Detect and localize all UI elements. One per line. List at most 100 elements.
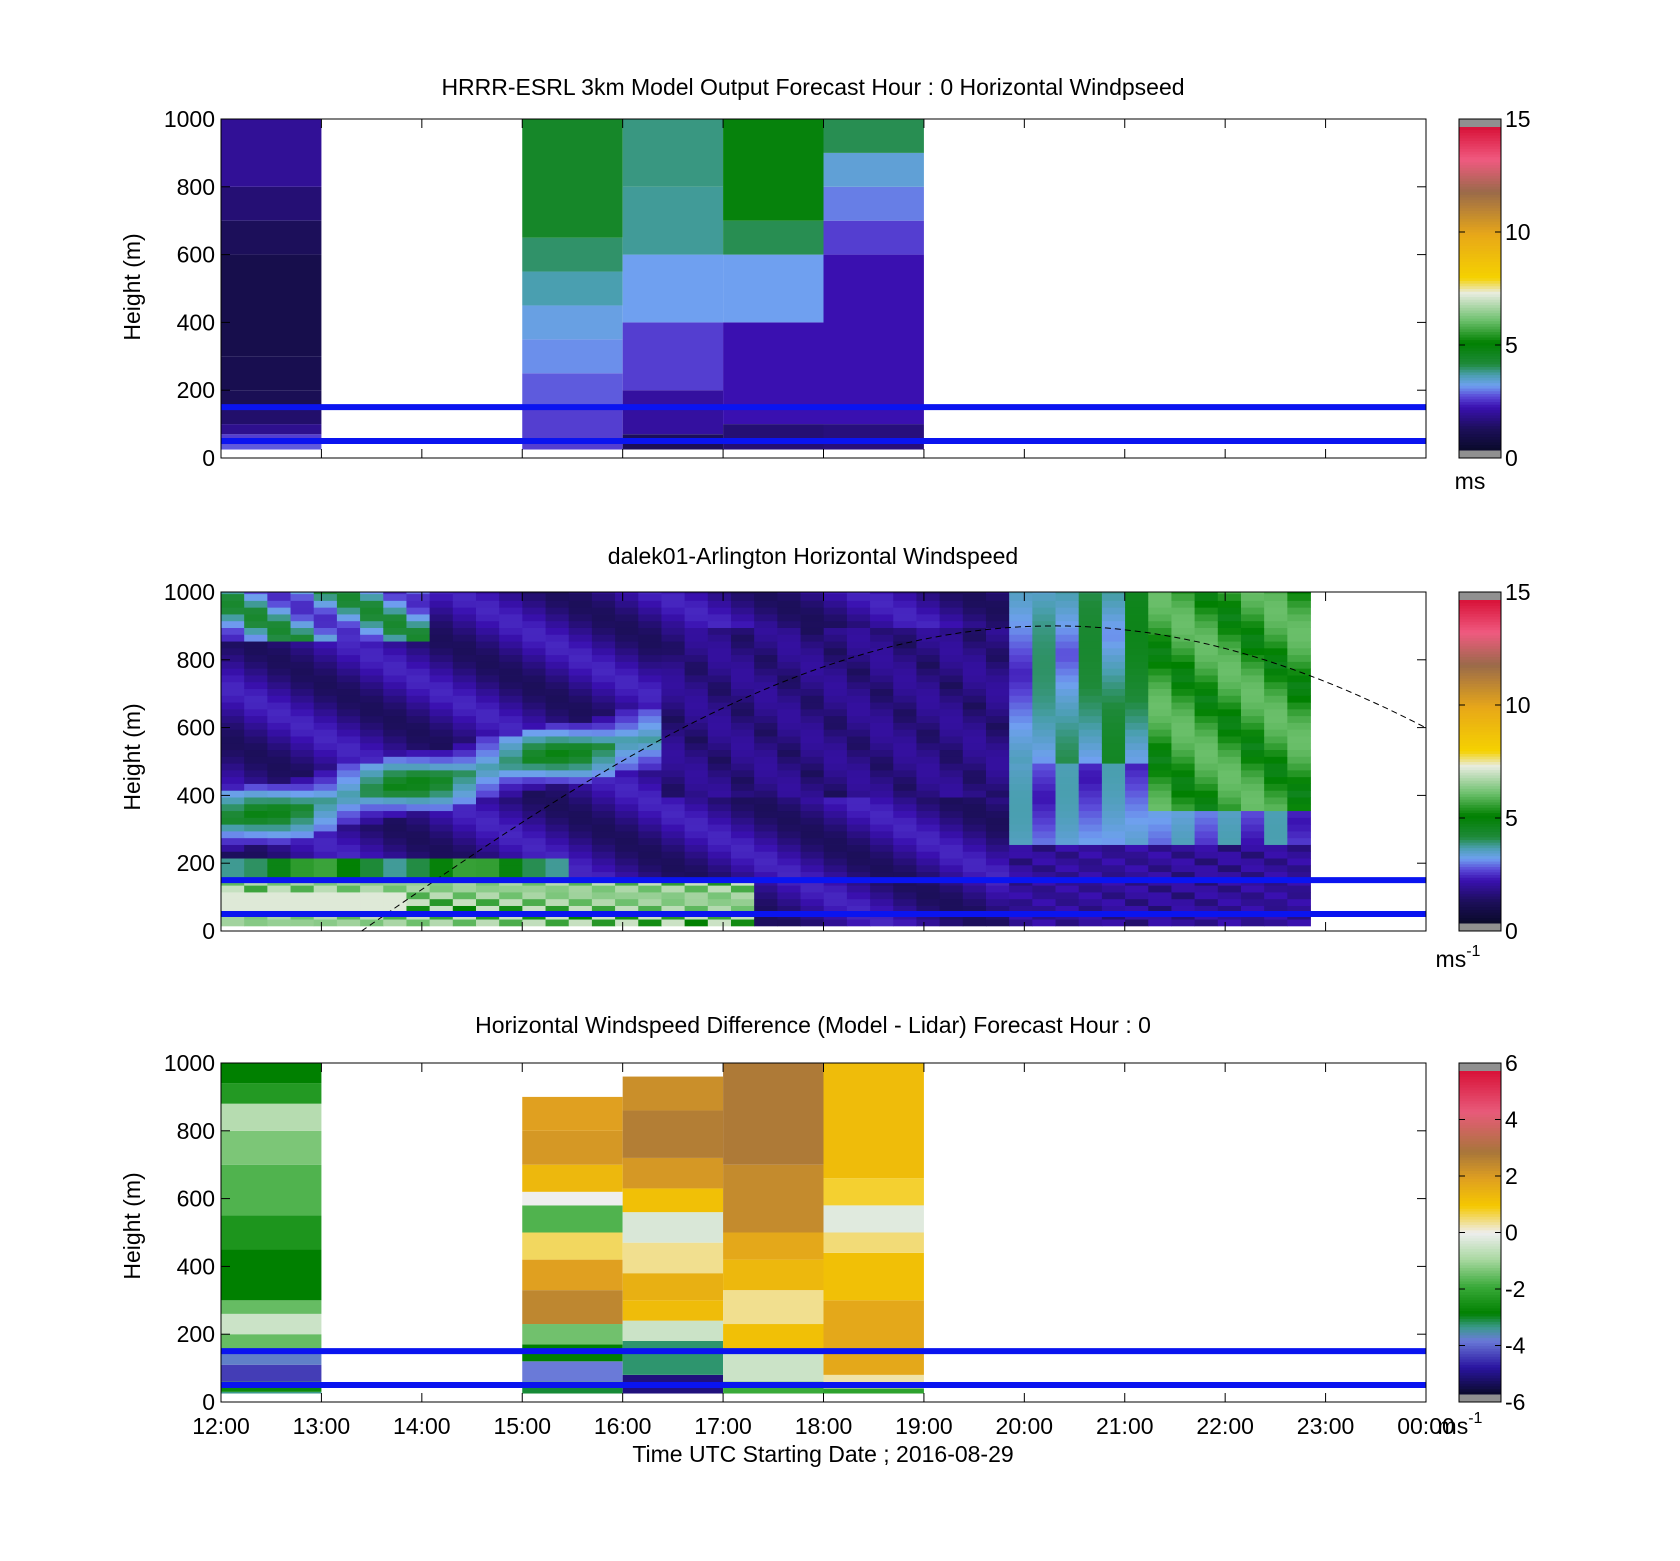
panel2-cell-t11-z38 (475, 661, 500, 669)
panel2-cell-t0-z17 (221, 803, 245, 812)
panel3-colorbar-segment (1459, 1348, 1501, 1352)
panel2-cell-t8-z31 (406, 708, 431, 717)
panel2-cell-t18-z41 (638, 641, 662, 649)
panel2-colorbar-segment (1459, 621, 1501, 625)
panel2-cell-t29-z18 (893, 797, 917, 805)
panel1-colorbar-segment (1459, 431, 1501, 435)
panel2-cell-t27-z44 (846, 620, 871, 628)
panel2-cell-t18-z19 (638, 790, 662, 798)
panel2-cell-t16-z4 (591, 892, 616, 900)
panel2-cell-t41-z3 (1171, 898, 1196, 906)
panel2-cell-t36-z33 (1055, 695, 1080, 703)
panel2-cell-t5-z10 (336, 851, 361, 859)
panel2-cell-t3-z11 (290, 844, 315, 852)
panel2-cell-t35-z8 (1032, 864, 1056, 873)
panel2-cell-t15-z26 (568, 742, 593, 751)
panel2-cell-t18-z8 (638, 864, 662, 873)
panel2-cell-t9-z25 (429, 749, 454, 757)
panel2-cell-t4-z9 (313, 858, 338, 866)
panel2-cell-t37-z37 (1078, 668, 1103, 676)
panel2-colorbar-cap-top (1459, 592, 1501, 600)
panel2-cell-t43-z40 (1217, 647, 1242, 656)
panel2-cell-t28-z42 (870, 634, 894, 642)
panel2-colorbar-segment (1459, 796, 1501, 800)
panel2-cell-t22-z12 (730, 837, 755, 845)
panel2-cell-t18-z32 (638, 702, 662, 710)
panel2-cell-t16-z3 (591, 898, 616, 906)
panel2-cell-t16-z30 (591, 715, 616, 723)
panel3-colorbar-segment (1459, 1297, 1501, 1301)
panel3-colorbar-segment (1459, 1149, 1501, 1153)
panel2-cell-t28-z38 (870, 661, 894, 669)
panel1-cell-c4-l0 (823, 424, 924, 450)
panel2-colorbar-segment (1459, 686, 1501, 690)
panel2-cell-t43-z30 (1217, 715, 1242, 723)
panel2-cell-t45-z43 (1264, 627, 1288, 635)
panel2-cell-t26-z38 (823, 661, 848, 669)
panel2-cell-t14-z11 (545, 844, 570, 852)
panel2-cell-t6-z31 (360, 708, 384, 717)
panel2-cell-t28-z4 (870, 892, 894, 900)
panel3-colorbar-cap-top (1459, 1063, 1501, 1071)
panel2-cell-t42-z28 (1194, 729, 1219, 737)
panel2-cell-t23-z32 (754, 702, 778, 710)
panel2-cell-t25-z47 (800, 600, 825, 608)
panel2-cell-t43-z42 (1217, 634, 1242, 642)
panel2-cell-t35-z39 (1032, 654, 1056, 662)
panel2-cell-t20-z25 (684, 749, 709, 757)
panel2-cell-t45-z2 (1264, 905, 1288, 913)
panel3-colorbar-segment (1459, 1259, 1501, 1263)
panel1-colorbar-segment (1459, 127, 1501, 131)
panel2-colorbar-segment (1459, 850, 1501, 854)
panel2-cell-t20-z10 (684, 851, 709, 859)
panel2-cell-t8-z20 (406, 783, 431, 791)
panel2-cell-t18-z39 (638, 654, 662, 662)
panel2-ytick-label: 800 (177, 647, 215, 673)
panel2-cell-t11-z15 (475, 817, 500, 825)
panel2-cell-t25-z10 (800, 851, 825, 859)
panel2-cell-t11-z27 (475, 736, 500, 744)
panel2-cell-t7-z0 (383, 919, 407, 927)
panel2-cell-t6-z3 (360, 898, 384, 906)
panel3-colorbar-segment (1459, 1205, 1501, 1209)
panel2-cell-t31-z31 (939, 708, 964, 717)
panel2-cell-t15-z9 (568, 858, 593, 866)
panel2-cell-t40-z20 (1148, 783, 1172, 791)
panel2-cell-t31-z24 (939, 756, 964, 764)
panel1-colorbar-segment (1459, 369, 1501, 373)
panel2-cell-t0-z25 (221, 749, 245, 757)
panel2-cell-t4-z8 (313, 864, 338, 873)
panel2-cell-t13-z14 (522, 824, 546, 832)
panel2-cell-t8-z24 (406, 756, 431, 764)
panel2-cell-t43-z35 (1217, 681, 1242, 690)
panel2-cell-t46-z26 (1287, 742, 1311, 751)
panel2-cell-t31-z19 (939, 790, 964, 798)
panel2-cell-t44-z41 (1240, 641, 1265, 649)
panel2-cell-t5-z9 (336, 858, 361, 866)
panel2-cell-t30-z13 (916, 830, 941, 839)
panel2-cell-t16-z22 (591, 769, 616, 778)
panel2-cell-t27-z10 (846, 851, 871, 859)
panel2-cell-t36-z30 (1055, 715, 1080, 723)
panel2-cell-t38-z20 (1101, 783, 1126, 791)
panel2-cell-t16-z42 (591, 634, 616, 642)
x-tick-label: 12:00 (192, 1413, 250, 1439)
panel2-cell-t23-z5 (754, 885, 778, 893)
panel2-cell-t45-z12 (1264, 837, 1288, 845)
panel2-cell-t36-z15 (1055, 817, 1080, 825)
panel2-cell-t2-z38 (267, 661, 291, 669)
panel2-cell-t24-z20 (777, 783, 801, 791)
panel2-cell-t0-z10 (221, 851, 245, 859)
panel2-cell-t41-z0 (1171, 919, 1196, 927)
panel2-cell-t36-z17 (1055, 803, 1080, 812)
panel2-cell-t25-z39 (800, 654, 825, 662)
panel2-cell-t40-z22 (1148, 769, 1172, 778)
panel2-cell-t27-z29 (846, 722, 871, 730)
panel2-cell-t18-z36 (638, 675, 662, 683)
panel1-colorbar-segment (1459, 288, 1501, 292)
panel2-cell-t20-z49 (684, 592, 709, 595)
panel2-cell-t18-z46 (638, 607, 662, 615)
panel2-cell-t40-z18 (1148, 797, 1172, 805)
panel2-cell-t12-z39 (499, 654, 523, 662)
panel2-cell-t31-z33 (939, 695, 964, 703)
